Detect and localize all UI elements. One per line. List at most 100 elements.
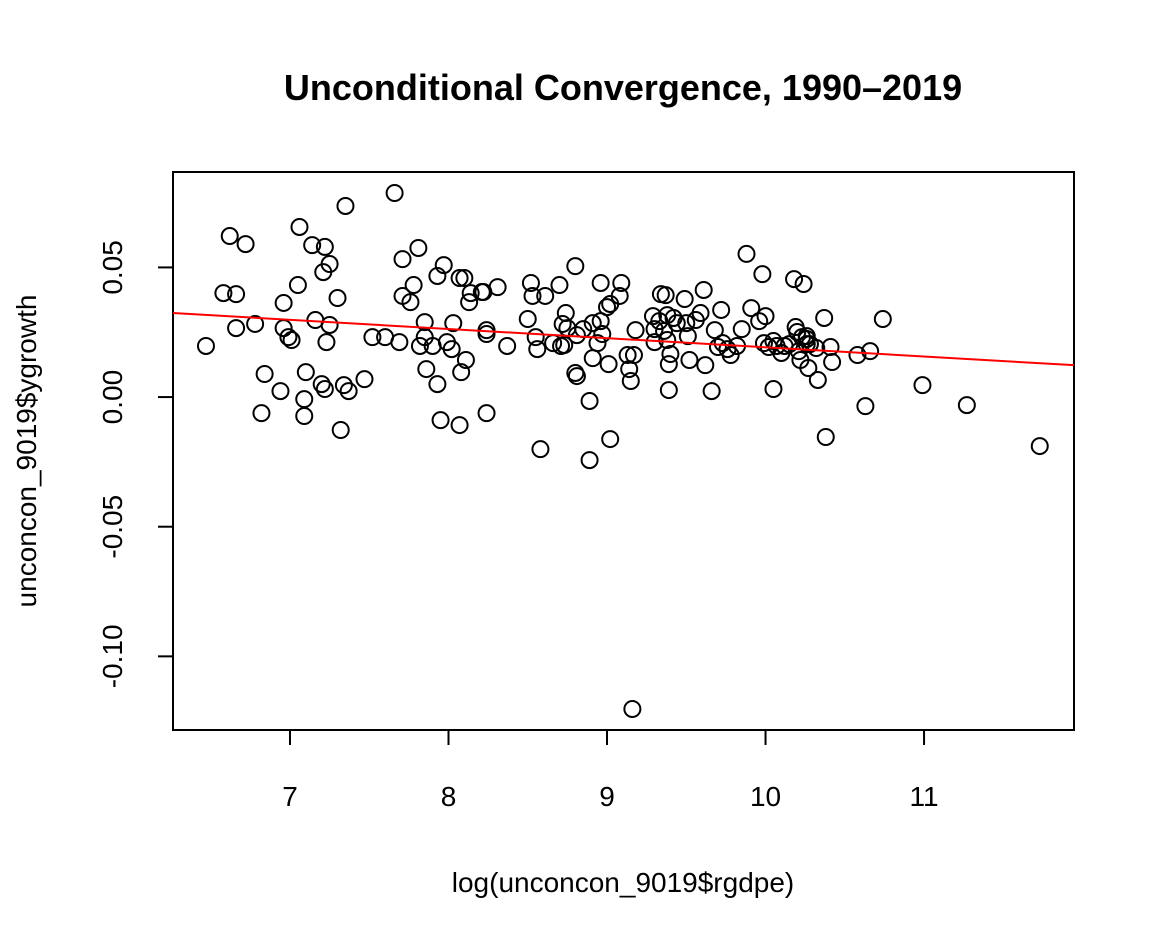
point xyxy=(393,250,412,269)
point xyxy=(290,217,309,236)
point xyxy=(455,269,474,288)
point xyxy=(601,430,620,449)
point xyxy=(656,286,675,305)
point xyxy=(518,310,537,329)
point xyxy=(797,327,816,346)
point xyxy=(355,370,374,389)
point xyxy=(667,314,686,333)
point xyxy=(873,310,892,329)
x-tick-label: 7 xyxy=(282,781,298,812)
point xyxy=(456,350,475,369)
point xyxy=(591,273,610,292)
point xyxy=(756,307,775,326)
point xyxy=(410,336,429,355)
point xyxy=(799,359,818,378)
point xyxy=(246,314,265,333)
point xyxy=(598,298,617,317)
x-axis-label: log(unconcon_9019$rgdpe) xyxy=(452,867,795,898)
point xyxy=(588,334,607,353)
point xyxy=(303,236,322,255)
x-tick-label: 9 xyxy=(599,781,615,812)
point xyxy=(567,367,586,386)
point xyxy=(434,256,453,275)
point xyxy=(623,699,642,718)
point xyxy=(401,293,420,312)
point xyxy=(334,376,353,395)
point xyxy=(742,299,761,318)
point xyxy=(444,314,463,333)
point xyxy=(677,314,696,333)
point xyxy=(312,375,331,394)
point xyxy=(580,391,599,410)
point xyxy=(477,404,496,423)
point xyxy=(737,244,756,263)
y-tick-label: -0.10 xyxy=(97,624,128,688)
point xyxy=(1030,437,1049,456)
point xyxy=(295,406,314,425)
point xyxy=(336,196,355,215)
point xyxy=(450,269,469,288)
x-tick-label: 8 xyxy=(441,781,457,812)
point xyxy=(702,382,721,401)
point xyxy=(531,440,550,459)
chart-title: Unconditional Convergence, 1990–2019 xyxy=(284,67,962,108)
point xyxy=(658,331,677,350)
point xyxy=(442,340,461,359)
fit-line xyxy=(172,312,1075,367)
point xyxy=(331,420,350,439)
point xyxy=(754,334,773,353)
point xyxy=(227,319,246,338)
y-axis-label: unconcon_9019$ygrowth xyxy=(11,295,42,608)
point xyxy=(274,319,293,338)
point xyxy=(196,336,215,355)
point xyxy=(856,397,875,416)
point xyxy=(612,273,631,292)
point xyxy=(694,280,713,299)
point xyxy=(220,227,239,246)
point xyxy=(488,278,507,297)
point xyxy=(390,333,409,352)
point xyxy=(339,382,358,401)
point xyxy=(461,284,480,303)
point xyxy=(618,346,637,365)
point xyxy=(705,321,724,340)
point xyxy=(659,355,678,374)
y-tick-label: 0.00 xyxy=(97,370,128,425)
point xyxy=(599,355,618,374)
point xyxy=(252,404,271,423)
point xyxy=(794,275,813,294)
point xyxy=(328,289,347,308)
point xyxy=(450,416,469,435)
point xyxy=(320,255,339,274)
point xyxy=(227,285,246,304)
point xyxy=(785,270,804,289)
point xyxy=(913,376,932,395)
point xyxy=(848,346,867,365)
point xyxy=(498,336,517,355)
x-tick-label: 11 xyxy=(910,781,939,812)
point xyxy=(288,276,307,295)
point xyxy=(721,346,740,365)
point xyxy=(816,427,835,446)
plot-frame xyxy=(172,171,1075,731)
point xyxy=(523,286,542,305)
point xyxy=(320,315,339,334)
point xyxy=(621,371,640,390)
point xyxy=(815,308,834,327)
point xyxy=(861,342,880,361)
y-tick-label: 0.05 xyxy=(97,240,128,295)
point xyxy=(678,327,697,346)
point xyxy=(236,235,255,254)
point xyxy=(753,265,772,284)
point xyxy=(624,346,643,365)
point xyxy=(431,411,450,430)
point xyxy=(708,338,727,357)
point xyxy=(409,238,428,257)
point xyxy=(317,333,336,352)
point xyxy=(428,266,447,285)
point xyxy=(823,353,842,372)
y-tick-label: -0.05 xyxy=(97,495,128,559)
point xyxy=(764,380,783,399)
point xyxy=(583,349,602,368)
